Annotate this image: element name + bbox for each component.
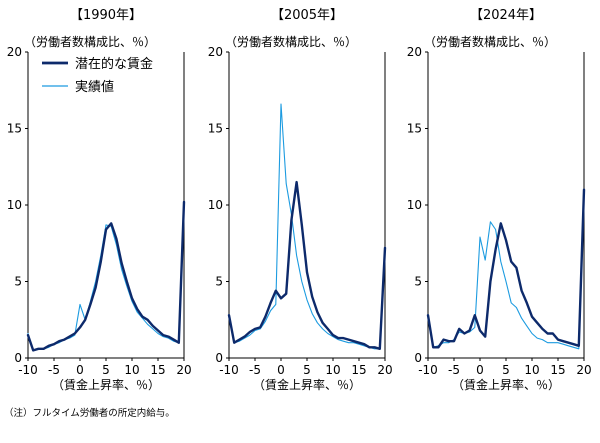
- x-tick-label: 0: [76, 363, 84, 377]
- y-axis-label: （労働者数構成比、％）: [225, 34, 357, 49]
- x-tick-label: 20: [176, 363, 191, 377]
- x-tick-label: 10: [124, 363, 139, 377]
- legend-label: 潜在的な賃金: [75, 56, 153, 72]
- x-tick-label: 15: [150, 363, 165, 377]
- series-line-potential-wage: [426, 188, 586, 349]
- x-tick-label: 20: [576, 363, 591, 377]
- x-tick-label: 5: [102, 363, 110, 377]
- x-tick-label: -5: [249, 363, 261, 377]
- y-tick-label: 15: [407, 122, 422, 136]
- y-tick-label: 10: [407, 198, 422, 212]
- x-tick-label: 15: [550, 363, 565, 377]
- y-tick-label: 10: [208, 198, 223, 212]
- x-tick-label: 0: [476, 363, 484, 377]
- chart-title: 【1990年】: [70, 8, 142, 23]
- x-tick-label: 10: [524, 363, 539, 377]
- x-tick-label: -10: [418, 363, 438, 377]
- chart-title: 【2005年】: [271, 8, 343, 23]
- y-tick-label: 10: [7, 198, 22, 212]
- x-tick-label: -10: [18, 363, 38, 377]
- chart-panel-1: 【1990年】 （労働者数構成比、％） 0 5 10 15 20 -10 -5 0 5 10 15 20 （…: [7, 8, 192, 392]
- x-axis-label: （賃金上昇率、％）: [253, 377, 361, 392]
- y-axis-label: （労働者数構成比、％）: [24, 34, 156, 49]
- series-line-potential-wage: [26, 200, 186, 352]
- y-tick-label: 5: [414, 275, 422, 289]
- x-tick-label: 10: [325, 363, 340, 377]
- y-tick-label: 20: [7, 45, 22, 59]
- y-tick-label: 20: [407, 45, 422, 59]
- y-tick-label: 0: [215, 351, 223, 365]
- legend-label: 実績値: [75, 79, 114, 95]
- x-tick-label: 5: [303, 363, 311, 377]
- x-tick-label: 0: [277, 363, 285, 377]
- y-axis-label: （労働者数構成比、％）: [424, 34, 556, 49]
- series-line-actual: [27, 204, 185, 351]
- x-tick-label: -10: [219, 363, 239, 377]
- footnote: （注）フルタイム労働者の所定内給与。: [4, 408, 175, 419]
- y-tick-label: 5: [215, 275, 223, 289]
- y-tick-label: 20: [208, 45, 223, 59]
- series-line-actual: [427, 196, 585, 350]
- chart-panel-3: 【2024年】 （労働者数構成比、％） 0 5 10 15 20 -10 -5 0 5 10 15 20 （…: [407, 8, 592, 392]
- y-tick-label: 0: [414, 351, 422, 365]
- x-axis-label: （賃金上昇率、％）: [52, 377, 160, 392]
- series-line-potential-wage: [227, 180, 387, 350]
- y-tick-label: 5: [14, 275, 22, 289]
- y-tick-label: 15: [7, 122, 22, 136]
- x-axis-label: （賃金上昇率、％）: [452, 377, 560, 392]
- chart-panel-2: 【2005年】 （労働者数構成比、％） 0 5 10 15 20 -10 -5 0 5 10 15 20 （…: [208, 8, 393, 392]
- x-tick-label: 15: [351, 363, 366, 377]
- y-tick-label: 0: [14, 351, 22, 365]
- x-tick-label: -5: [448, 363, 460, 377]
- x-tick-label: 5: [502, 363, 510, 377]
- y-tick-label: 15: [208, 122, 223, 136]
- x-tick-label: 20: [377, 363, 392, 377]
- x-tick-label: -5: [48, 363, 60, 377]
- chart-title: 【2024年】: [470, 8, 542, 23]
- series-line-actual: [228, 103, 386, 350]
